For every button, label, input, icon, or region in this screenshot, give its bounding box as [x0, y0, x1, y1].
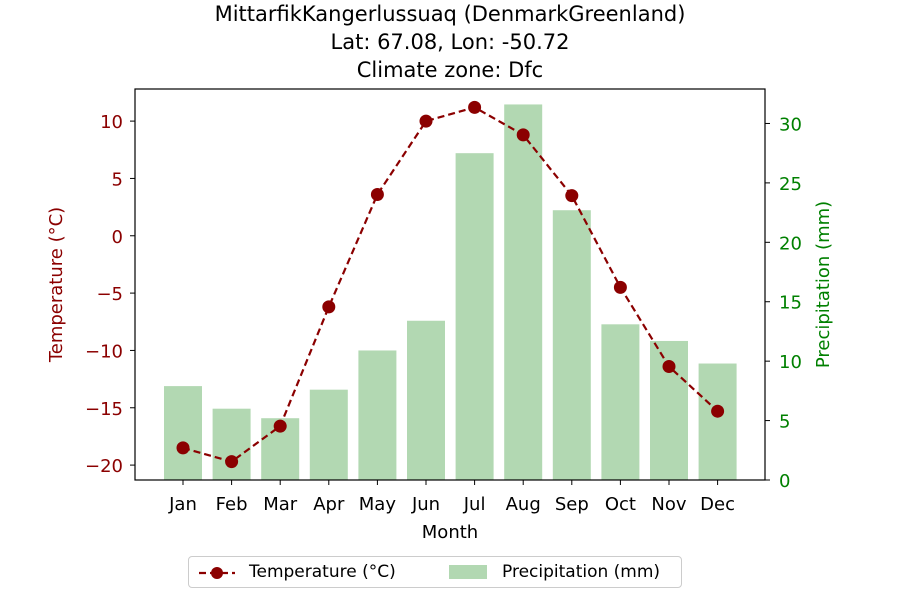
right-y-tick-label: 30 — [779, 114, 802, 135]
x-tick-label-jan: Jan — [168, 494, 197, 515]
chart-title-line-1: MittarfikKangerlussuaq (DenmarkGreenland… — [214, 2, 686, 26]
temperature-line — [182, 106, 719, 463]
chart-title-line-2: Lat: 67.08, Lon: -50.72 — [330, 30, 570, 54]
x-tick-label-aug: Aug — [506, 494, 541, 515]
precipitation-bar-apr — [309, 389, 348, 480]
legend-precipitation-label: Precipitation (mm) — [502, 562, 661, 582]
left-y-tick-label: −5 — [96, 284, 123, 305]
precipitation-bar-sep — [552, 210, 591, 481]
temperature-point-jun — [419, 114, 433, 128]
right-y-tick-label: 25 — [779, 174, 802, 195]
precipitation-bar-jun — [407, 320, 445, 480]
chart-legend: Temperature (°C) Precipitation (mm) — [188, 556, 682, 588]
x-tick-label-jul: Jul — [463, 494, 486, 515]
left-y-tick-label: −20 — [85, 456, 123, 477]
left-y-tick-label: 5 — [112, 169, 123, 190]
x-tick-label-apr: Apr — [313, 494, 345, 515]
x-tick-label-mar: Mar — [263, 494, 298, 515]
left-y-tick-label: 0 — [112, 227, 123, 248]
legend-temperature-label: Temperature (°C) — [249, 562, 396, 582]
temperature-point-apr — [322, 300, 336, 314]
temperature-point-aug — [516, 128, 530, 142]
precipitation-bar-jul — [455, 153, 494, 481]
temperature-point-jan — [176, 441, 190, 455]
left-y-axis-label: Temperature (°C) — [46, 207, 67, 363]
temperature-point-mar — [273, 419, 287, 433]
right-y-tick-label: 0 — [779, 471, 790, 492]
legend-temperature-marker — [199, 567, 235, 579]
precipitation-bar-feb — [212, 408, 251, 480]
temperature-point-dec — [711, 404, 725, 418]
x-tick-label-nov: Nov — [651, 494, 686, 515]
x-tick-label-feb: Feb — [216, 494, 248, 515]
precipitation-bar-aug — [504, 104, 543, 481]
temperature-point-sep — [565, 189, 579, 203]
temperature-point-feb — [225, 455, 239, 469]
temperature-point-jul — [468, 100, 482, 114]
x-axis-label: Month — [422, 522, 478, 543]
left-y-tick-label: 10 — [100, 112, 123, 133]
temperature-point-oct — [613, 280, 627, 294]
right-y-tick-label: 15 — [779, 293, 802, 314]
precipitation-bar-may — [358, 350, 397, 480]
right-y-tick-label: 20 — [779, 233, 802, 254]
precipitation-bar-dec — [698, 363, 737, 480]
x-tick-label-jun: Jun — [411, 494, 440, 515]
x-tick-label-may: May — [359, 494, 397, 515]
left-y-tick-label: −15 — [85, 399, 123, 420]
right-y-axis-label: Precipitation (mm) — [813, 201, 834, 368]
precipitation-bar-jan — [164, 386, 202, 480]
right-y-tick-label: 5 — [779, 412, 790, 433]
temperature-point-nov — [662, 359, 676, 373]
legend-precipitation-swatch — [449, 565, 487, 579]
x-tick-label-sep: Sep — [555, 494, 589, 515]
left-y-tick-label: −10 — [85, 341, 123, 362]
right-y-tick-label: 10 — [779, 352, 802, 373]
x-tick-label-oct: Oct — [605, 494, 636, 515]
plot-frame — [134, 88, 766, 481]
chart-title-line-3: Climate zone: Dfc — [356, 58, 544, 82]
precipitation-bar-oct — [601, 324, 640, 480]
x-tick-label-dec: Dec — [700, 494, 735, 515]
temperature-point-may — [370, 187, 384, 201]
